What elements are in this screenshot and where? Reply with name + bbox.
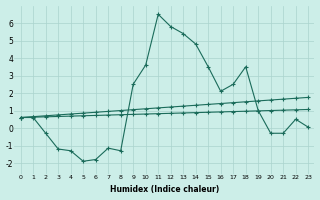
X-axis label: Humidex (Indice chaleur): Humidex (Indice chaleur) bbox=[110, 185, 219, 194]
